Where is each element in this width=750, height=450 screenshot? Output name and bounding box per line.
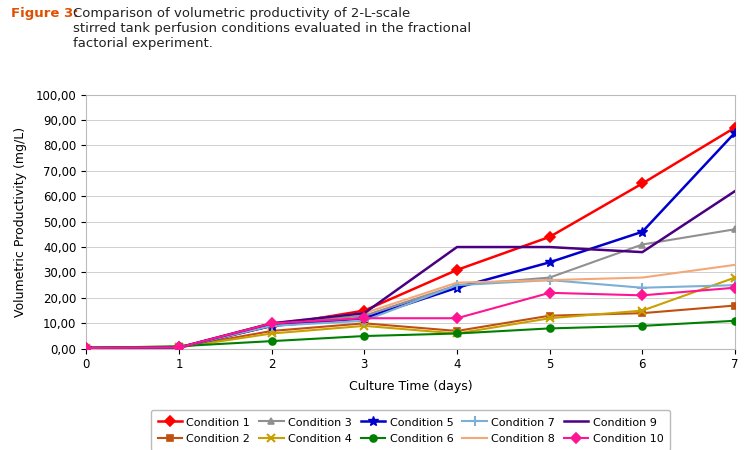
X-axis label: Culture Time (days): Culture Time (days) bbox=[349, 380, 472, 393]
Y-axis label: Volumetric Productivity (mg/L): Volumetric Productivity (mg/L) bbox=[14, 126, 28, 317]
Text: Figure 3:: Figure 3: bbox=[11, 7, 79, 20]
Legend: Condition 1, Condition 2, Condition 3, Condition 4, Condition 5, Condition 6, Co: Condition 1, Condition 2, Condition 3, C… bbox=[151, 410, 670, 450]
Text: Comparison of volumetric productivity of 2-L-scale
stirred tank perfusion condit: Comparison of volumetric productivity of… bbox=[73, 7, 471, 50]
